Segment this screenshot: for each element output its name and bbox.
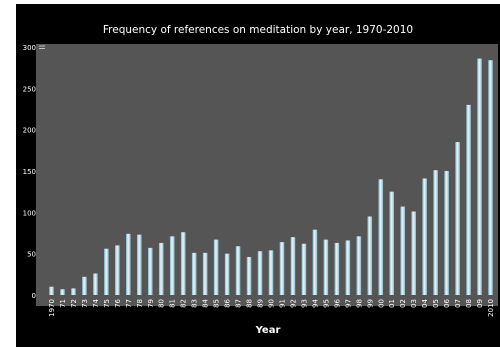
- bar: [433, 170, 438, 295]
- x-tick-label: 08: [465, 299, 473, 308]
- x-tick-label: 96: [333, 298, 341, 307]
- x-tick-label: 73: [81, 299, 89, 308]
- bar: [71, 288, 76, 295]
- y-tick-label: 300: [23, 44, 36, 52]
- bar: [224, 253, 230, 295]
- bar: [126, 233, 131, 295]
- y-axis: 0 50 100 150 200 250 300: [23, 44, 45, 300]
- bar: [400, 206, 406, 295]
- bar: [202, 252, 208, 295]
- bar: [60, 289, 65, 295]
- x-tick-label: 09: [476, 299, 484, 308]
- x-tick-label: 92: [289, 299, 297, 308]
- bar: [246, 256, 252, 295]
- x-tick-label: 94: [311, 298, 319, 307]
- x-tick-label: 95: [322, 299, 330, 308]
- bar-chart: Frequency of references on meditation by…: [23, 24, 498, 336]
- plot-area: [36, 44, 498, 306]
- x-tick-label: 07: [454, 299, 462, 308]
- x-tick-label: 01: [388, 299, 396, 308]
- x-tick-label: 97: [344, 299, 352, 308]
- bar: [49, 286, 54, 295]
- x-tick-label: 78: [136, 299, 144, 308]
- bar: [323, 239, 329, 295]
- bar: [345, 240, 351, 295]
- bar: [455, 142, 460, 295]
- bar: [356, 236, 362, 295]
- bar: [93, 273, 98, 295]
- bar: [158, 242, 164, 295]
- x-tick-label: 2010: [487, 299, 495, 317]
- bar: [301, 243, 307, 295]
- x-tick-label: 86: [224, 298, 232, 307]
- bar: [257, 251, 263, 295]
- bar: [378, 179, 384, 295]
- x-tick-label: 00: [377, 299, 385, 308]
- bar: [191, 252, 197, 295]
- x-tick-label: 74: [92, 298, 100, 307]
- bar: [488, 60, 493, 296]
- x-tick-label: 87: [235, 299, 243, 308]
- bar: [180, 232, 186, 295]
- x-tick-label: 77: [125, 299, 133, 308]
- y-tick-label: 50: [27, 251, 36, 259]
- bar: [169, 236, 175, 295]
- bar: [104, 248, 109, 295]
- bar: [466, 104, 471, 296]
- bar: [147, 247, 153, 295]
- x-tick-label: 03: [410, 299, 418, 308]
- bar: [279, 242, 285, 295]
- y-tick-label: 250: [23, 85, 36, 93]
- bar: [136, 234, 142, 295]
- y-tick-label: 200: [23, 127, 36, 135]
- bar: [268, 250, 274, 295]
- y-tick-label: 150: [23, 168, 36, 176]
- bar: [334, 242, 340, 295]
- x-tick-label: 02: [399, 299, 407, 308]
- x-tick-label: 91: [278, 299, 286, 308]
- x-tick-label: 76: [114, 298, 122, 307]
- x-tick-label: 81: [169, 299, 177, 308]
- x-tick-label: 93: [300, 299, 308, 308]
- bar: [389, 191, 395, 295]
- x-tick-label: 04: [421, 298, 429, 307]
- x-tick-label: 98: [355, 299, 363, 308]
- x-tick-label: 99: [366, 299, 374, 308]
- x-tick-label: 83: [191, 299, 199, 308]
- x-tick-label: 90: [268, 299, 276, 308]
- x-tick-label: 72: [70, 299, 78, 308]
- bar: [115, 245, 120, 295]
- x-axis: 1970 71 72 73 74 75 76 77 78 79 80 81 82 83 84 85 86 87 88…: [48, 298, 495, 316]
- bar: [477, 58, 482, 295]
- x-axis-label: Year: [255, 325, 281, 336]
- x-tick-label: 75: [103, 299, 111, 308]
- x-tick-label: 89: [257, 299, 265, 308]
- bar: [422, 178, 427, 295]
- bar: [411, 211, 416, 295]
- chart-title: Frequency of references on meditation by…: [103, 24, 413, 36]
- bars: [49, 58, 493, 296]
- bar: [82, 276, 87, 295]
- x-tick-label: 71: [59, 299, 67, 308]
- x-tick-label: 85: [213, 299, 221, 308]
- bar: [290, 237, 296, 295]
- x-tick-label: 79: [147, 299, 155, 308]
- x-tick-label: 1970: [48, 299, 56, 317]
- x-tick-label: 84: [202, 298, 210, 307]
- x-tick-label: 82: [180, 299, 188, 308]
- chart-frame: Frequency of references on meditation by…: [16, 4, 500, 347]
- y-tick-label: 100: [23, 209, 36, 217]
- x-tick-label: 88: [246, 299, 254, 308]
- x-tick-label: 05: [432, 299, 440, 308]
- bar: [444, 171, 449, 295]
- x-tick-label: 80: [158, 299, 166, 308]
- bar: [367, 216, 373, 295]
- bar: [235, 246, 241, 295]
- x-tick-label: 06: [443, 298, 451, 307]
- bar: [213, 239, 219, 295]
- y-tick-label: 0: [32, 292, 36, 300]
- bar: [312, 229, 318, 295]
